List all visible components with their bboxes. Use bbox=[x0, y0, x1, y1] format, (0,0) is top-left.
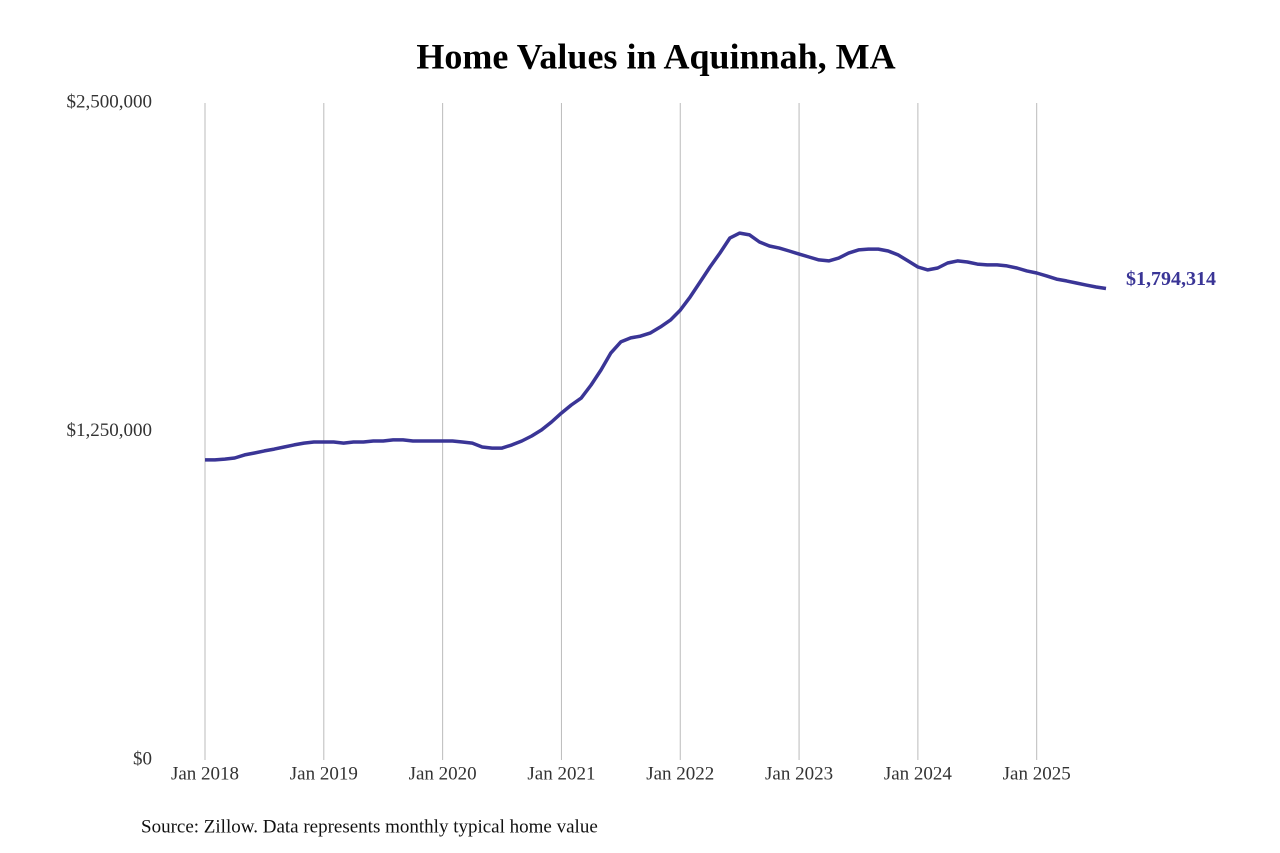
x-tick-label: Jan 2022 bbox=[646, 763, 714, 784]
y-tick-label: $1,250,000 bbox=[67, 420, 153, 441]
line-series bbox=[205, 231, 1107, 462]
source-note: Source: Zillow. Data represents monthly … bbox=[141, 816, 598, 837]
x-tick-label: Jan 2023 bbox=[765, 763, 833, 784]
x-tick-label: Jan 2018 bbox=[171, 763, 239, 784]
x-tick-label: Jan 2025 bbox=[1003, 763, 1071, 784]
x-tick-label: Jan 2024 bbox=[884, 763, 953, 784]
x-tick-label: Jan 2021 bbox=[527, 763, 595, 784]
value-label: $1,794,314 bbox=[1126, 268, 1216, 290]
x-tick-label: Jan 2020 bbox=[409, 763, 477, 784]
y-tick-label: $2,500,000 bbox=[67, 91, 153, 112]
x-tick-label: Jan 2019 bbox=[290, 763, 358, 784]
y-tick-label: $0 bbox=[133, 748, 152, 769]
chart-title: Home Values in Aquinnah, MA bbox=[416, 36, 895, 76]
